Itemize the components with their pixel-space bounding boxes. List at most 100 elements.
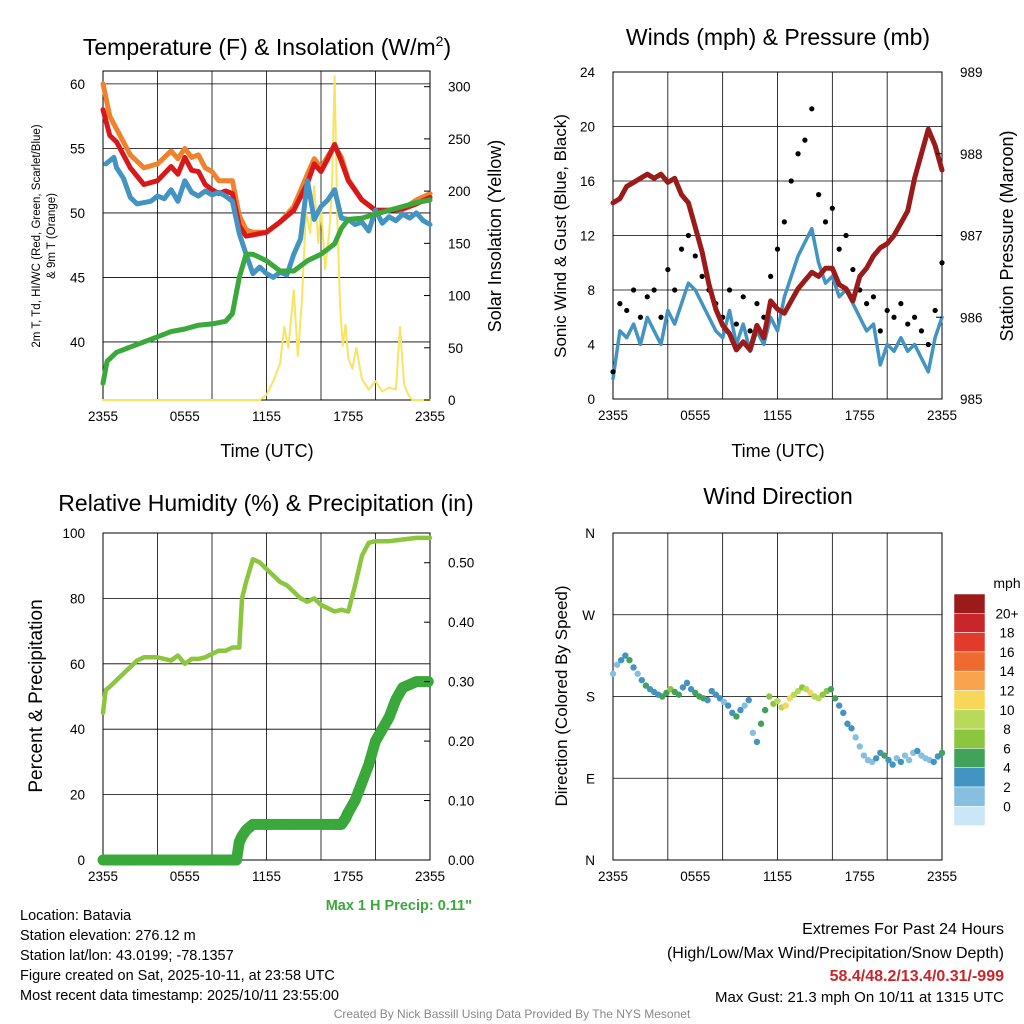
- direction-point: [642, 682, 650, 689]
- gust-point: [699, 273, 705, 279]
- info-elevation: Station elevation: 276.12 m: [20, 928, 196, 944]
- y-tick-label-right: 0.20: [448, 734, 474, 749]
- info-recent: Most recent data timestamp: 2025/10/11 2…: [20, 988, 339, 1004]
- direction-point: [815, 695, 822, 702]
- gust-point: [898, 301, 904, 307]
- x-tick-label: 2355: [88, 869, 118, 884]
- direction-point: [835, 702, 843, 709]
- gust-point: [747, 328, 753, 334]
- direction-point: [893, 755, 900, 762]
- direction-point: [659, 693, 666, 700]
- x-tick-label: 2355: [927, 408, 957, 423]
- x-tick-label: 2355: [415, 869, 445, 884]
- direction-point: [860, 752, 868, 759]
- gust-point: [740, 294, 746, 300]
- direction-point: [613, 661, 621, 668]
- gust-point: [692, 253, 698, 259]
- direction-point: [704, 696, 711, 704]
- direction-point: [720, 698, 728, 706]
- direction-point: [663, 689, 670, 697]
- temperature-ylabel-left-2: & 9m T (Orange): [46, 193, 58, 279]
- info-location: Location: Batavia: [20, 908, 132, 924]
- x-tick-label: 1155: [252, 409, 281, 424]
- legend-swatch: [953, 613, 986, 633]
- temperature-series: [100, 75, 433, 401]
- direction-ylabel-left: Direction (Colored By Speed): [552, 585, 571, 806]
- extremes-max-gust: Max Gust: 21.3 mph On 10/11 at 1315 UTC: [715, 989, 1004, 1006]
- direction-point: [724, 702, 732, 709]
- info-created: Figure created on Sat, 2025-10-11, at 23…: [20, 968, 335, 984]
- temperature-gridlines: [103, 71, 430, 400]
- y-tick-label-right: 0: [448, 393, 456, 408]
- gust-point: [870, 294, 877, 300]
- direction-point: [930, 758, 937, 766]
- y-tick-label-left: 0: [77, 853, 85, 868]
- legend-swatch: [953, 728, 986, 749]
- y-tick-label-left: 8: [587, 283, 595, 298]
- direction-point: [790, 691, 798, 698]
- speed-color-legend: 20+ 18 16 14 12 10 8 6 4 2 0: [953, 593, 1019, 826]
- y-tick-label-right: 100: [448, 289, 471, 304]
- y-tick-label-left: 50: [70, 206, 85, 221]
- speed-legend-title: mph: [993, 575, 1020, 591]
- y-tick-label-left: 45: [70, 270, 85, 285]
- legend-label: 18: [999, 626, 1014, 641]
- y-tick-label-left: 40: [70, 722, 85, 737]
- y-tick-label-left: 40: [70, 335, 85, 350]
- y-tick-label-right: 0.40: [448, 615, 474, 630]
- direction-point: [934, 753, 942, 760]
- x-tick-label: 1155: [763, 408, 792, 423]
- gust-point: [644, 294, 650, 300]
- direction-point: [905, 756, 913, 764]
- footer-credit: Created By Nick Bassill Using Data Provi…: [333, 1007, 691, 1021]
- gust-point: [610, 369, 616, 375]
- legend-swatch: [953, 632, 986, 653]
- direction-points: [609, 652, 946, 768]
- y-tick-label-left: S: [586, 690, 595, 705]
- legend-label: 14: [999, 664, 1015, 679]
- gust-point: [802, 137, 808, 143]
- direction-point: [708, 687, 715, 695]
- direction-point: [856, 743, 863, 750]
- series-sonic-wind: [611, 226, 944, 381]
- x-tick-label: 0555: [170, 409, 200, 424]
- direction-point: [757, 720, 765, 727]
- y-tick-label-left: 24: [580, 65, 596, 80]
- y-tick-label-left: N: [585, 853, 595, 868]
- direction-point: [889, 761, 896, 768]
- x-tick-label: 0555: [170, 869, 200, 884]
- y-tick-label-right: 300: [448, 80, 471, 95]
- direction-point: [618, 656, 625, 664]
- wind-xlabel: Time (UTC): [731, 441, 824, 461]
- y-tick-label-right: 0.30: [448, 675, 474, 690]
- x-tick-label: 1755: [333, 409, 363, 424]
- direction-point: [749, 729, 757, 737]
- x-tick-label: 2355: [88, 409, 118, 424]
- legend-swatch: [953, 593, 986, 614]
- humidity-panel: Relative Humidity (%) & Precipitation (i…: [26, 490, 474, 914]
- gust-point: [884, 307, 890, 314]
- wind-ylabel-right: Station Pressure (Maroon): [997, 130, 1017, 341]
- temperature-xlabel: Time (UTC): [220, 441, 313, 461]
- direction-point: [761, 706, 769, 714]
- gust-point: [788, 178, 794, 184]
- y-tick-label-left: 4: [587, 338, 595, 353]
- y-tick-label-left: 20: [580, 120, 595, 135]
- gust-point: [630, 287, 637, 293]
- y-tick-label-left: 0: [587, 392, 595, 407]
- y-tick-label-right: 200: [448, 184, 471, 199]
- x-tick-label: 1755: [333, 869, 363, 884]
- gust-point: [809, 106, 815, 112]
- wind-series: [610, 106, 945, 381]
- humidity-series: [97, 535, 434, 866]
- direction-point: [807, 689, 814, 697]
- x-tick-label: 0555: [680, 869, 710, 884]
- y-tick-label-right: 0.50: [448, 556, 474, 571]
- direction-point: [774, 697, 781, 705]
- gust-point: [672, 287, 678, 293]
- temperature-ticks: 40 45 50 55 60 0 50 100 150 200 250 300 2355 0555 1155…: [70, 77, 471, 424]
- direction-point: [897, 758, 905, 766]
- gust-point: [733, 321, 739, 327]
- gust-point: [850, 266, 856, 273]
